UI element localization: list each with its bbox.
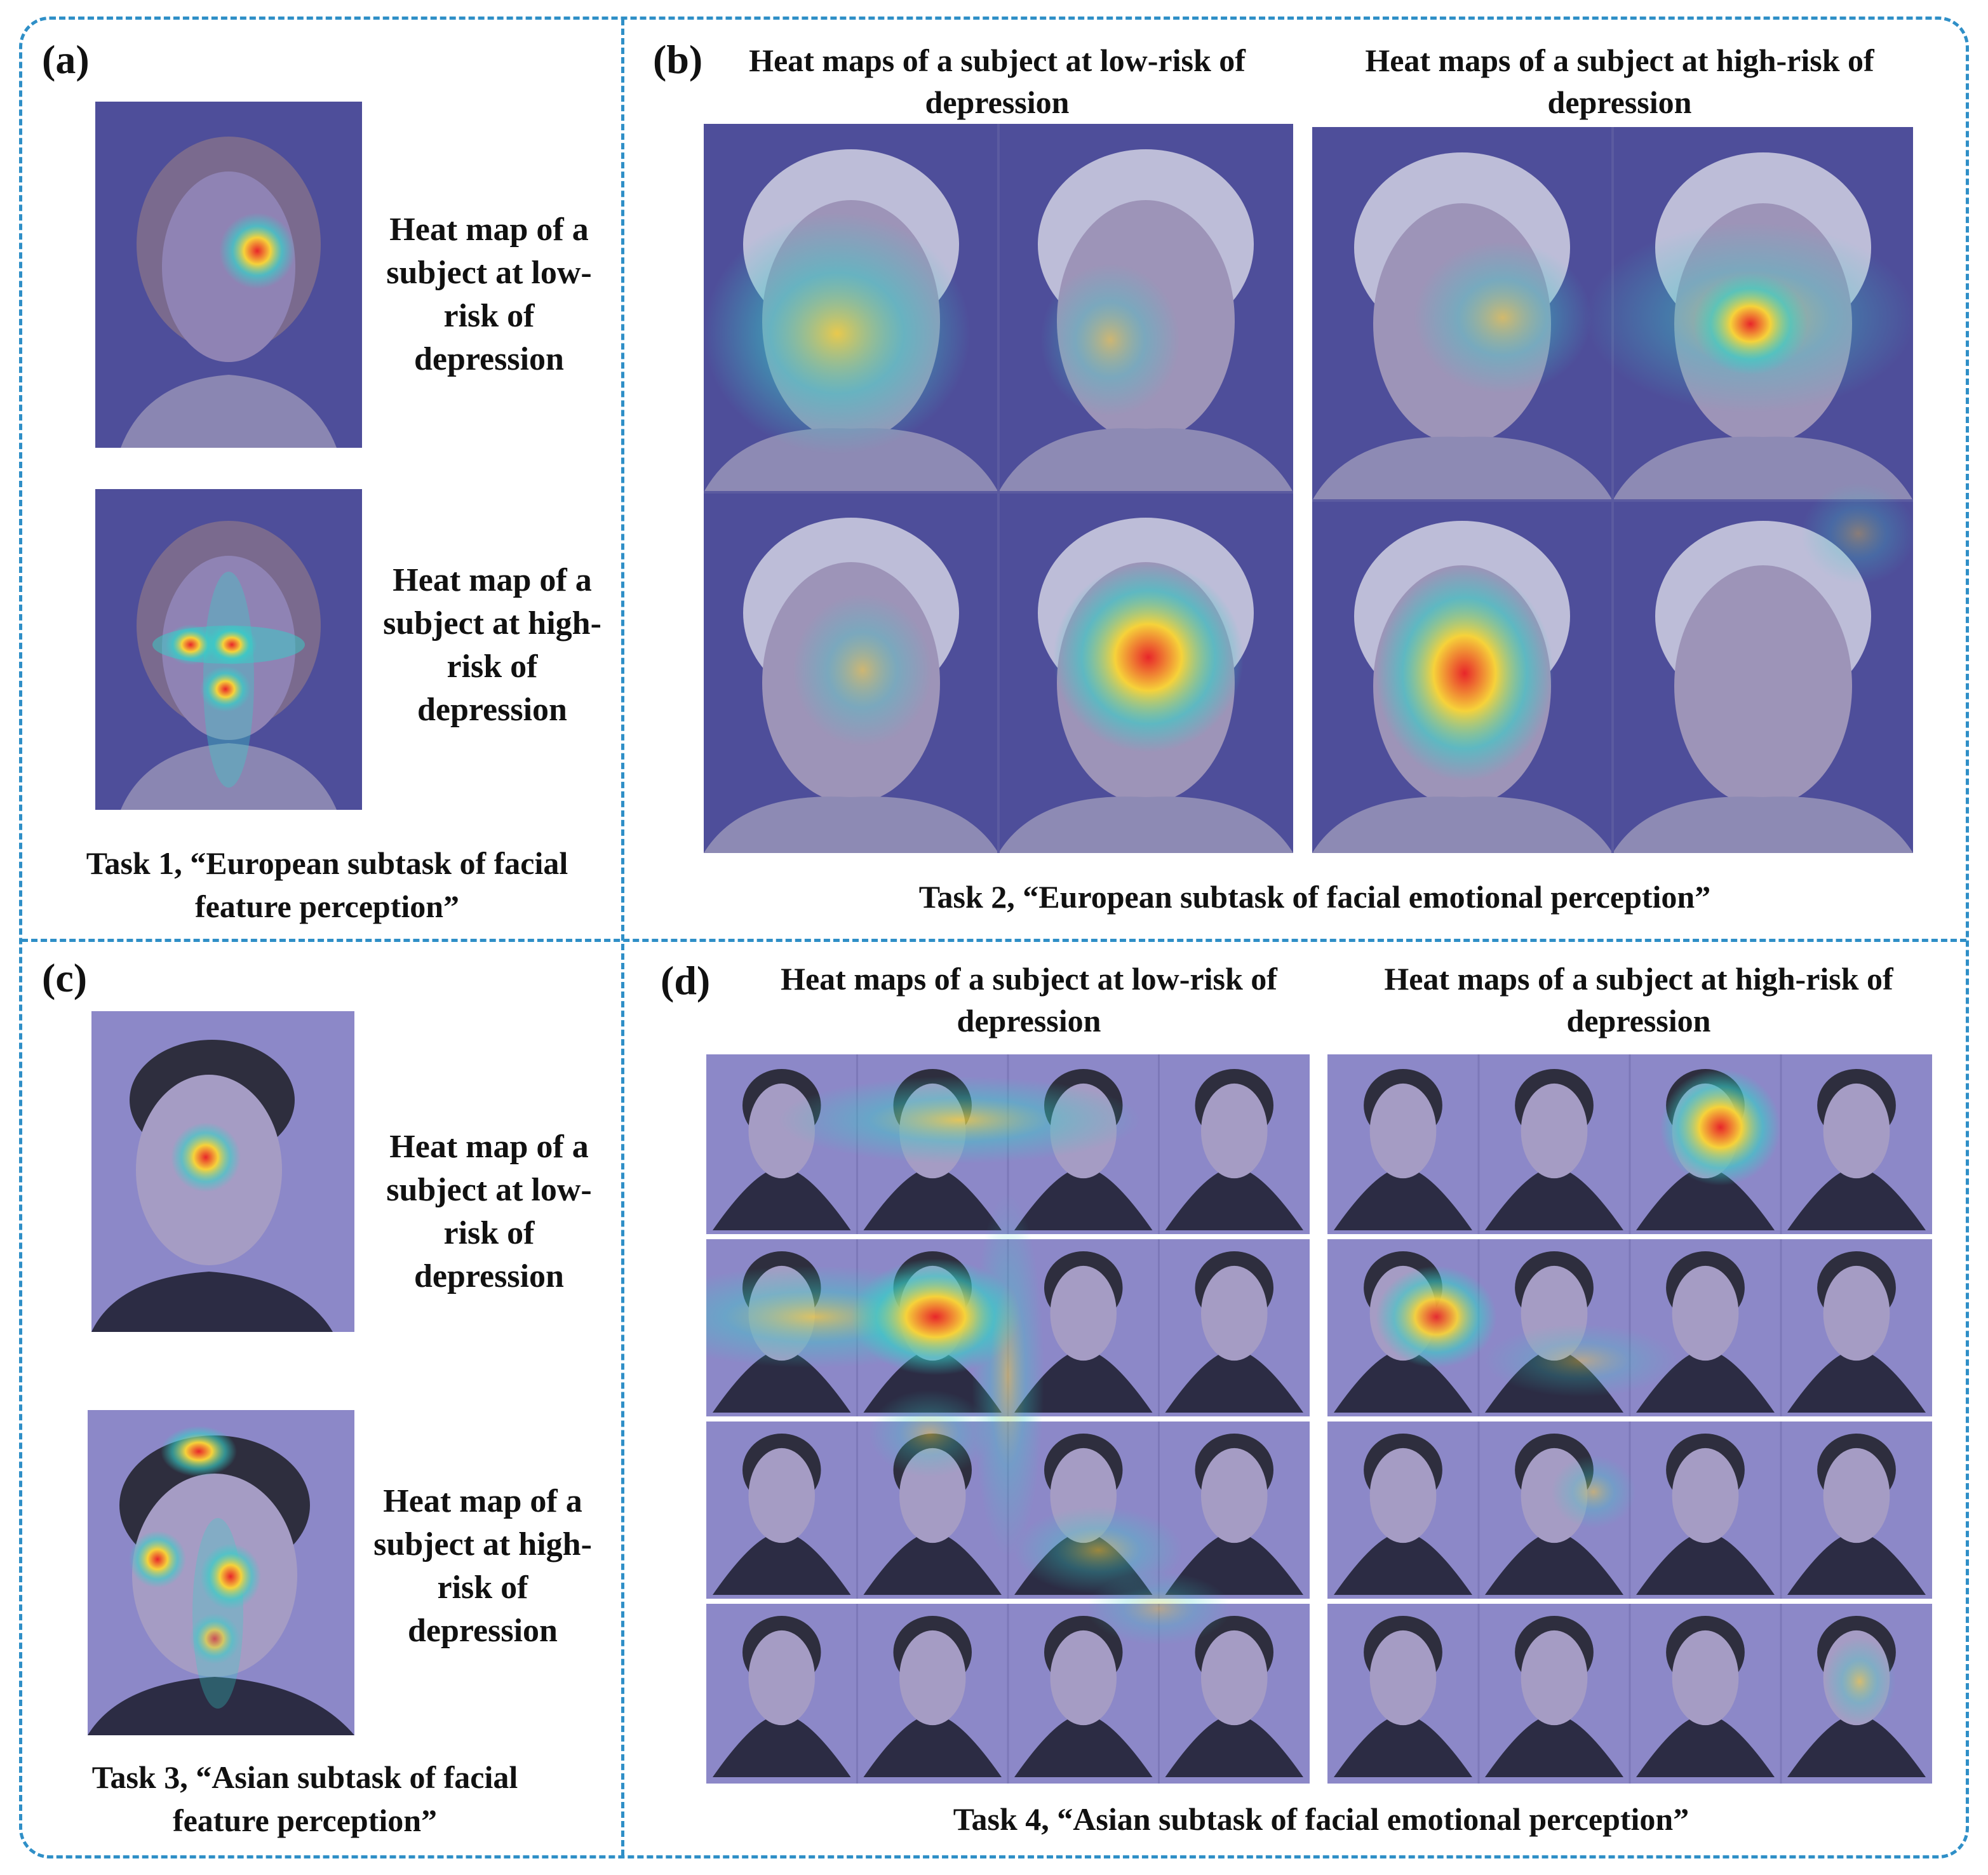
panel-b-low-heading: Heat maps of a subject at low-risk of de… <box>749 43 1246 120</box>
panel-a-label: (a) <box>42 37 90 82</box>
panel-b-label: (b) <box>653 37 703 82</box>
panel-a-low-heatmap <box>95 102 362 448</box>
panel-c-label: (c) <box>42 955 88 1000</box>
panel-d-low-heatmaps <box>706 1054 1310 1784</box>
panel-b-caption: Task 2, “European subtask of facial emot… <box>918 879 1711 915</box>
panel-d-high-heatmaps <box>1327 1054 1932 1784</box>
panel-a-high-text: Heat map of a subject at high-risk of de… <box>383 562 601 728</box>
panel-b-high-heatmaps <box>1312 127 1913 853</box>
horizontal-divider <box>22 939 1966 942</box>
panel-b-high-heading: Heat maps of a subject at high-risk of d… <box>1365 43 1874 120</box>
panel-c-caption: Task 3, “Asian subtask of facial feature… <box>91 1759 518 1838</box>
panel-c-low-text: Heat map of a subject at low-risk of dep… <box>386 1129 592 1294</box>
panel-c-high-text: Heat map of a subject at high-risk of de… <box>373 1483 592 1649</box>
panel-c-high-heatmap <box>88 1410 354 1735</box>
panel-b-low-heatmaps <box>704 124 1293 853</box>
vertical-divider <box>621 19 624 1856</box>
panel-a-low-text: Heat map of a subject at low-risk of dep… <box>386 212 592 377</box>
panel-d-label: (d) <box>661 958 711 1003</box>
figure-frame <box>19 17 1969 1858</box>
panel-c-low-heatmap <box>91 1011 354 1332</box>
panel-d-caption: Task 4, “Asian subtask of facial emotion… <box>953 1801 1689 1837</box>
panel-a-high-heatmap <box>95 489 362 810</box>
panel-d-high-heading: Heat maps of a subject at high-risk of d… <box>1384 961 1893 1038</box>
panel-d-low-heading: Heat maps of a subject at low-risk of de… <box>781 961 1277 1038</box>
panel-a-caption: Task 1, “European subtask of facial feat… <box>86 845 568 924</box>
